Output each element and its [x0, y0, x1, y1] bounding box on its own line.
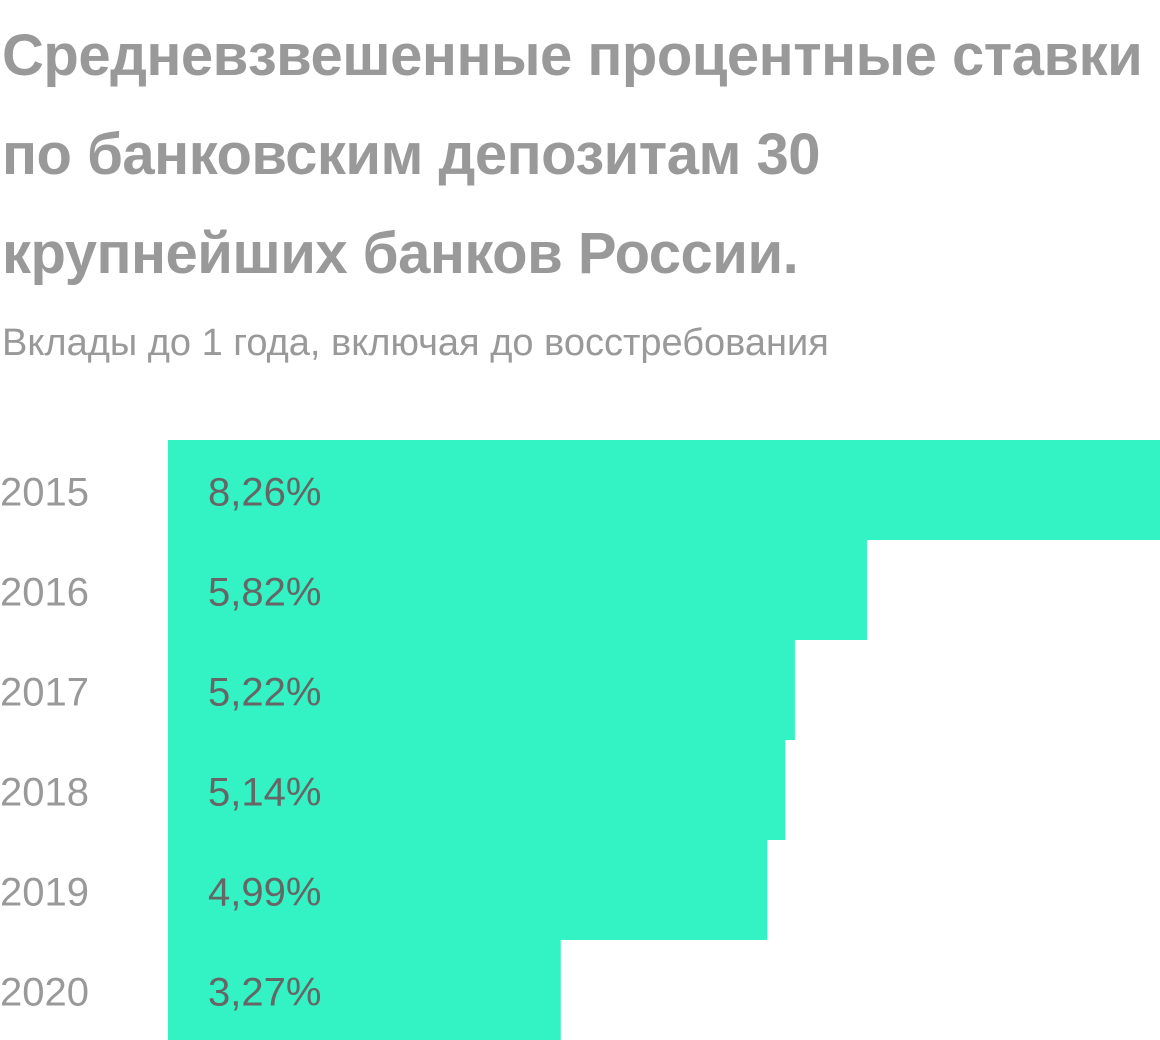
y-tick-label: 2015: [0, 471, 89, 515]
bar: [168, 840, 768, 940]
value-label: 4,99%: [208, 871, 321, 915]
y-tick-label: 2016: [0, 571, 89, 615]
bar: [168, 940, 561, 1040]
bar: [168, 740, 786, 840]
y-tick-label: 2017: [0, 671, 89, 715]
value-label: 5,22%: [208, 671, 321, 715]
chart-subtitle: Вклады до 1 года, включая до восстребова…: [2, 322, 829, 364]
value-label: 3,27%: [208, 971, 321, 1015]
value-label: 5,82%: [208, 571, 321, 615]
y-tick-label: 2018: [0, 771, 89, 815]
chart-title: Средневзвешенные процентные ставки по ба…: [2, 23, 1143, 286]
bar: [168, 540, 867, 640]
bar: [168, 440, 1160, 540]
y-tick-label: 2019: [0, 871, 89, 915]
bar: [168, 640, 795, 740]
value-label: 8,26%: [208, 471, 321, 515]
y-tick-label: 2020: [0, 971, 89, 1015]
value-label: 5,14%: [208, 771, 321, 815]
